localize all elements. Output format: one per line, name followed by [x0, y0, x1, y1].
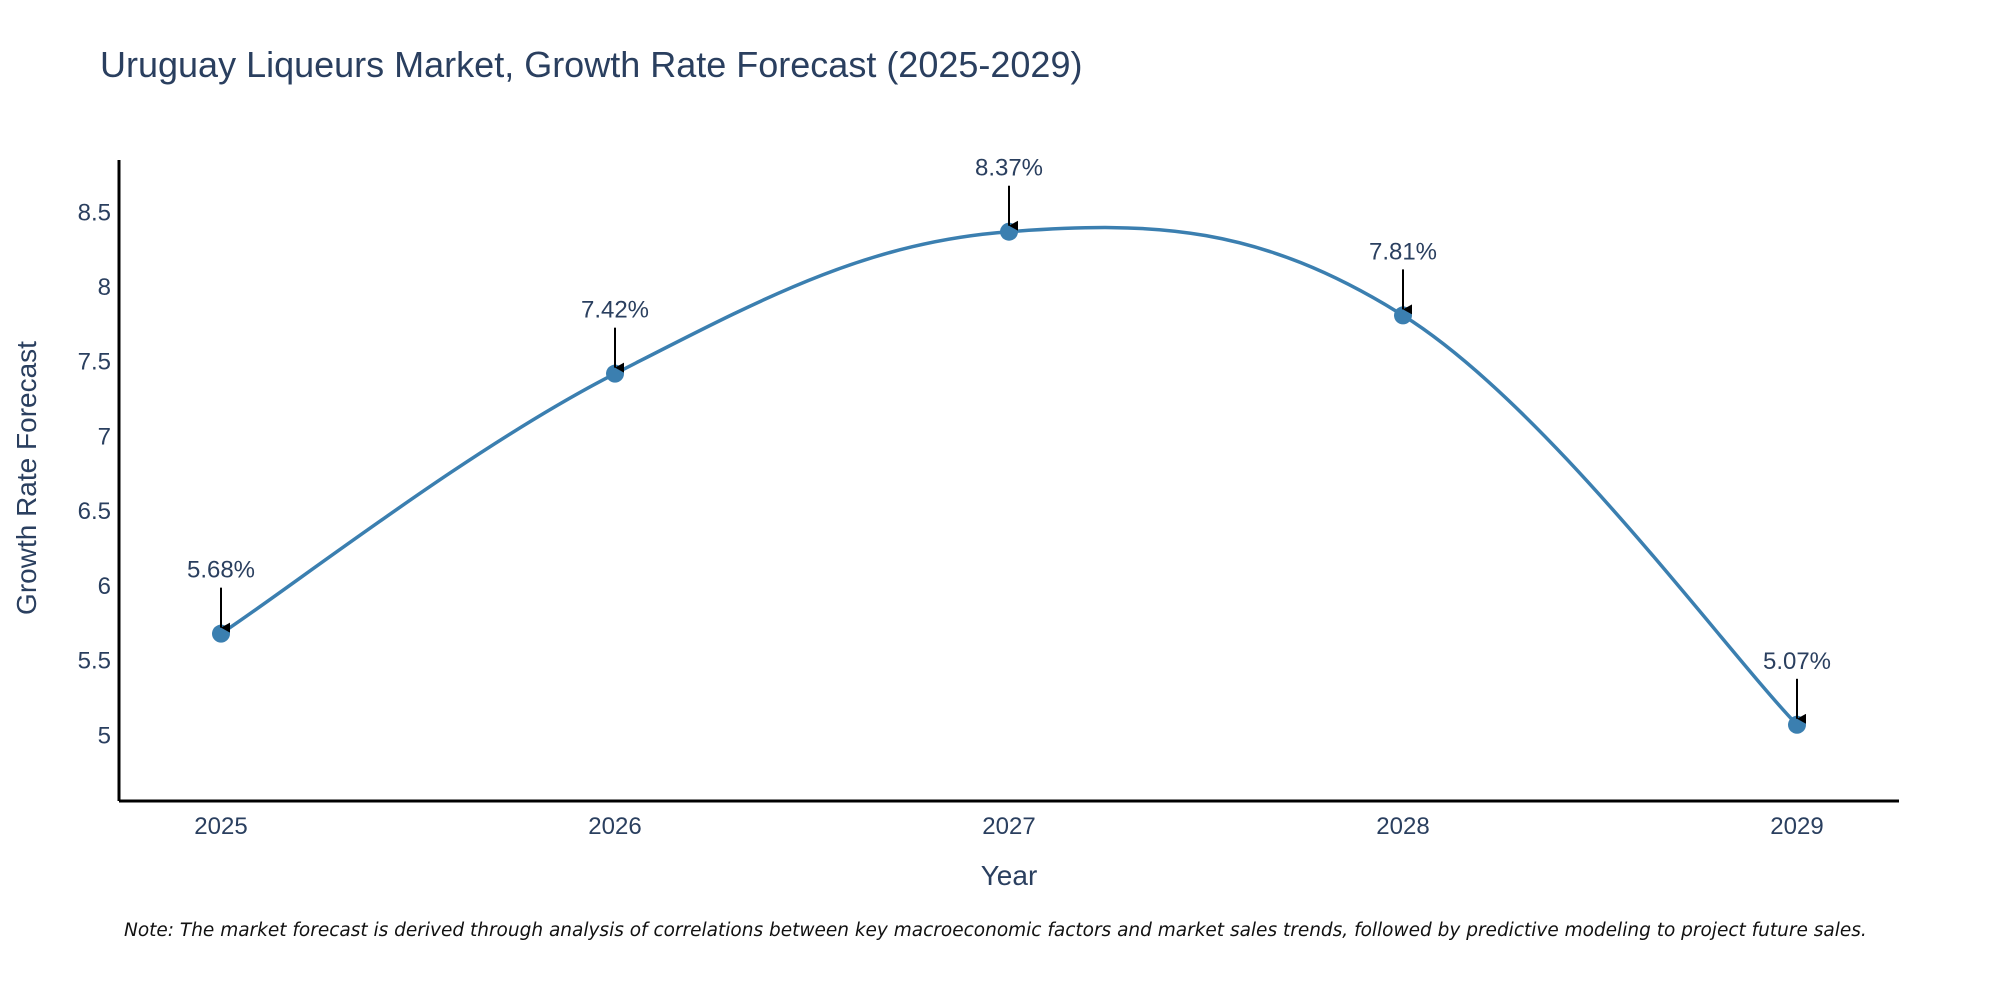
- data-label: 7.81%: [1369, 238, 1437, 265]
- data-label: 7.42%: [581, 297, 649, 324]
- y-tick-label: 5.5: [78, 648, 111, 675]
- data-label: 8.37%: [975, 155, 1043, 182]
- y-axis-title: Growth Rate Forecast: [11, 341, 42, 615]
- data-label: 5.07%: [1763, 648, 1831, 675]
- x-axis-title: Year: [981, 860, 1038, 891]
- y-tick-label: 8: [98, 274, 111, 301]
- x-tick-label: 2028: [1376, 813, 1429, 840]
- y-tick-label: 5: [98, 722, 111, 749]
- chart-title: Uruguay Liqueurs Market, Growth Rate For…: [100, 44, 1083, 85]
- x-tick-label: 2025: [194, 813, 247, 840]
- data-label: 5.68%: [187, 557, 255, 584]
- y-tick-label: 7: [98, 423, 111, 450]
- y-tick-label: 6.5: [78, 498, 111, 525]
- series-line: [220, 225, 1799, 727]
- x-tick-label: 2027: [982, 813, 1035, 840]
- y-tick-label: 8.5: [78, 199, 111, 226]
- chart-note: Note: The market forecast is derived thr…: [124, 920, 1867, 941]
- y-tick-label: 7.5: [78, 349, 111, 376]
- y-tick-label: 6: [98, 573, 111, 600]
- x-tick-label: 2026: [588, 813, 641, 840]
- x-tick-label: 2029: [1770, 813, 1823, 840]
